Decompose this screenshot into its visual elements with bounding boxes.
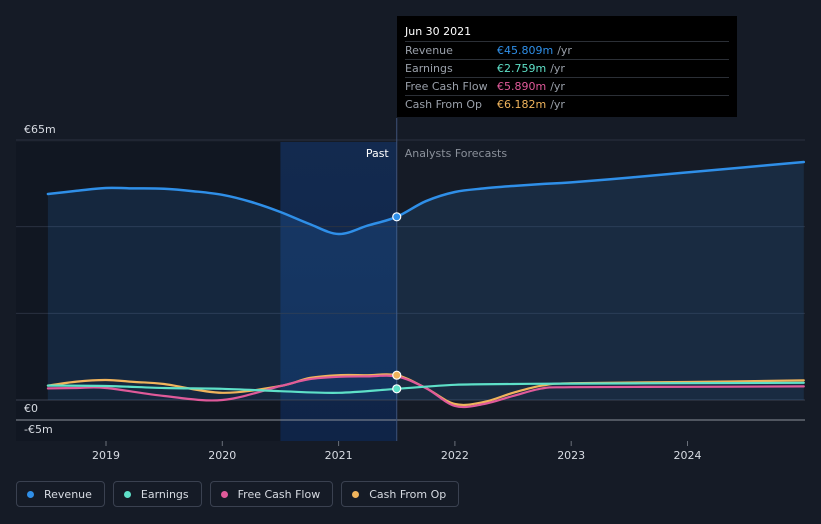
tooltip-label: Cash From Op — [405, 98, 483, 111]
tooltip-row-revenue: Revenue €45.809m /yr — [405, 41, 729, 59]
legend-label: Free Cash Flow — [237, 487, 321, 501]
tooltip-unit: /yr — [550, 98, 565, 111]
series-line-earnings — [46, 381, 805, 394]
tooltip-row-cash-from-op: Cash From Op €6.182m /yr — [405, 95, 729, 113]
y-tick-label: €65m — [24, 123, 56, 136]
chart-legend: Revenue Earnings Free Cash Flow Cash Fro… — [16, 481, 460, 507]
legend-item-earnings[interactable]: Earnings — [112, 481, 202, 507]
forecast-label: Analysts Forecasts — [405, 147, 508, 160]
tooltip-unit: /yr — [550, 80, 565, 93]
tooltip-date: Jun 30 2021 — [405, 25, 472, 38]
legend-item-cash-from-op[interactable]: Cash From Op — [341, 481, 460, 507]
hover-tooltip: Jun 30 2021 Revenue €45.809m /yr Earning… — [397, 16, 737, 117]
cash-from-op-dot-icon — [352, 490, 360, 498]
y-tick-label: -€5m — [24, 423, 53, 436]
x-tick-label: 2022 — [441, 449, 469, 462]
past-label: Past — [366, 147, 390, 160]
y-tick-label: €0 — [24, 402, 38, 415]
tooltip-value: €5.890m — [497, 80, 547, 93]
tooltip-row-earnings: Earnings €2.759m /yr — [405, 59, 729, 77]
free-cash-flow-dot-icon — [220, 490, 228, 498]
legend-label: Earnings — [140, 487, 189, 501]
tooltip-label: Free Cash Flow — [405, 80, 488, 93]
revenue-dot-icon — [27, 490, 34, 498]
tooltip-row-free-cash-flow: Free Cash Flow €5.890m /yr — [405, 77, 729, 95]
x-tick-label: 2019 — [92, 449, 120, 462]
x-tick-label: 2020 — [208, 449, 236, 462]
series-line-revenue — [46, 160, 806, 236]
tooltip-label: Earnings — [405, 62, 453, 75]
x-tick-label: 2024 — [674, 449, 702, 462]
legend-label: Revenue — [44, 487, 92, 501]
legend-item-free-cash-flow[interactable]: Free Cash Flow — [209, 481, 334, 507]
tooltip-unit: /yr — [550, 62, 565, 75]
legend-label: Cash From Op — [369, 487, 447, 501]
earnings-dot-icon — [123, 490, 131, 498]
tooltip-value: €45.809m — [497, 44, 554, 57]
hover-point-cash-from-op — [392, 370, 402, 380]
tooltip-unit: /yr — [557, 44, 572, 57]
hover-point-earnings — [392, 384, 402, 394]
x-tick-label: 2021 — [325, 449, 353, 462]
legend-item-revenue[interactable]: Revenue — [16, 481, 105, 507]
revenue-area — [47, 162, 804, 400]
hover-point-revenue — [392, 212, 402, 222]
tooltip-label: Revenue — [405, 44, 453, 57]
x-tick-label: 2023 — [557, 449, 585, 462]
tooltip-value: €2.759m — [497, 62, 547, 75]
tooltip-value: €6.182m — [497, 98, 547, 111]
